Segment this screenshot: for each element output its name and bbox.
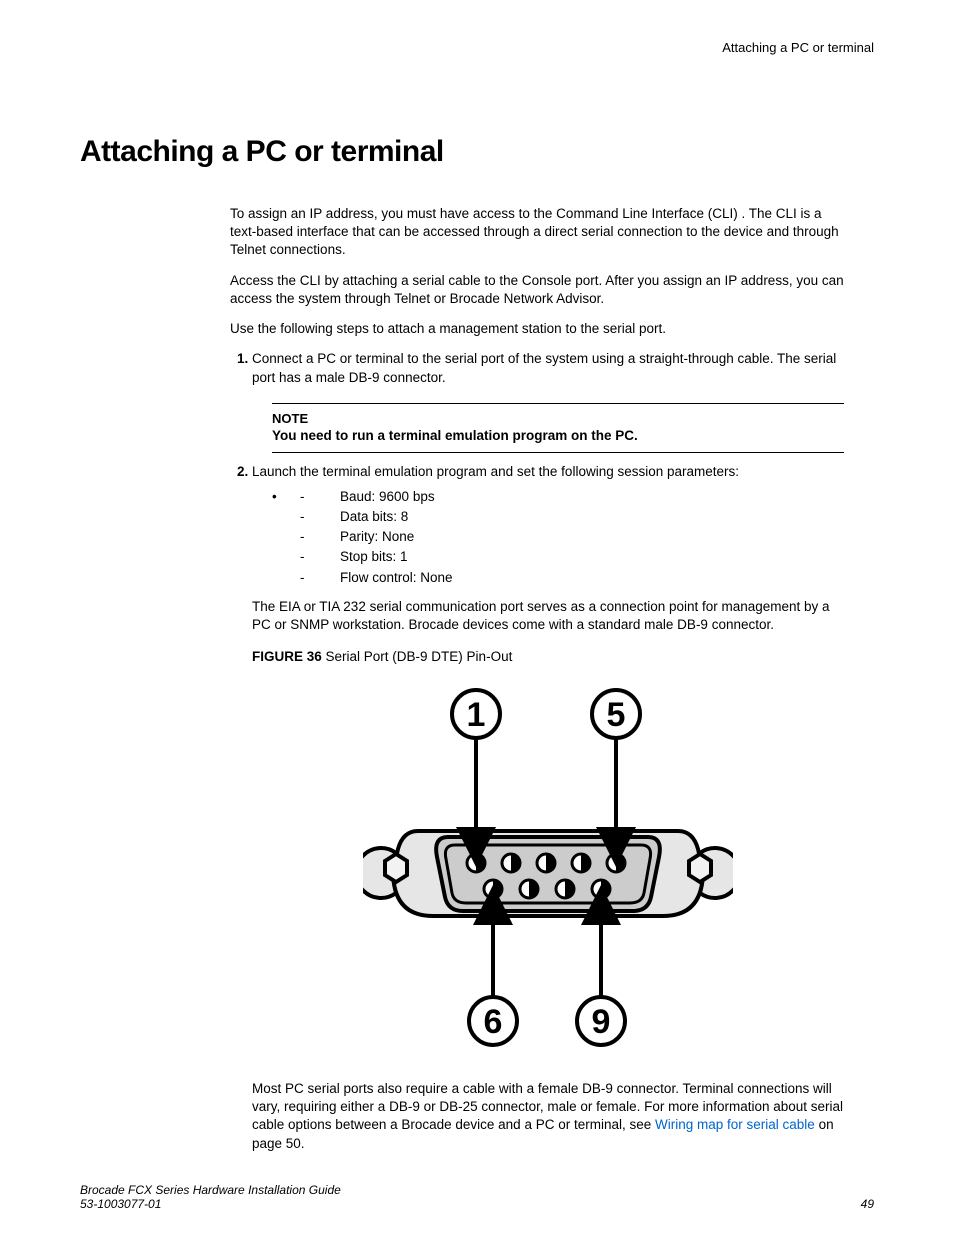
step-1-text: Connect a PC or terminal to the serial p… <box>252 351 836 384</box>
callout-pin-6: 6 <box>484 1003 503 1041</box>
figure-label: FIGURE 36 <box>252 649 326 664</box>
running-header: Attaching a PC or terminal <box>80 40 874 55</box>
dash-icon: - <box>290 487 340 507</box>
step-2-text: Launch the terminal emulation program an… <box>252 464 739 479</box>
footer-left: Brocade FCX Series Hardware Installation… <box>80 1183 341 1211</box>
page-footer: Brocade FCX Series Hardware Installation… <box>80 1183 874 1211</box>
note-label: NOTE <box>272 410 844 428</box>
page-title: Attaching a PC or terminal <box>80 135 874 169</box>
db9-connector-svg: 1 5 6 9 <box>363 681 733 1051</box>
footer-doc-number: 53-1003077-01 <box>80 1197 341 1211</box>
step-1: Connect a PC or terminal to the serial p… <box>252 350 844 452</box>
list-item: - Parity: None <box>272 527 844 547</box>
dash-icon: - <box>290 547 340 567</box>
dash-icon: - <box>290 527 340 547</box>
closing-para: Most PC serial ports also require a cabl… <box>252 1080 844 1153</box>
intro-para-1: To assign an IP address, you must have a… <box>230 205 844 260</box>
param-text: Parity: None <box>340 527 414 547</box>
page-number: 49 <box>861 1197 874 1211</box>
intro-para-3: Use the following steps to attach a mana… <box>230 320 844 338</box>
param-text: Stop bits: 1 <box>340 547 408 567</box>
note-text: You need to run a terminal emulation pro… <box>272 427 844 445</box>
dash-icon: - <box>290 568 340 588</box>
steps-list: Connect a PC or terminal to the serial p… <box>230 350 844 1152</box>
figure-caption: FIGURE 36 Serial Port (DB-9 DTE) Pin-Out <box>252 648 844 666</box>
callout-pin-5: 5 <box>607 696 626 734</box>
footer-doc-title: Brocade FCX Series Hardware Installation… <box>80 1183 341 1197</box>
intro-para-2: Access the CLI by attaching a serial cab… <box>230 272 844 308</box>
wiring-map-link[interactable]: Wiring map for serial cable <box>655 1117 815 1132</box>
list-item: - Flow control: None <box>272 568 844 588</box>
document-page: Attaching a PC or terminal Attaching a P… <box>0 0 954 1235</box>
session-params-list: • - Baud: 9600 bps - Data bits: 8 - Pari… <box>272 487 844 588</box>
list-item: • - Baud: 9600 bps <box>272 487 844 507</box>
param-text: Baud: 9600 bps <box>340 487 435 507</box>
note-block: NOTE You need to run a terminal emulatio… <box>272 403 844 453</box>
param-text: Data bits: 8 <box>340 507 408 527</box>
after-list-para: The EIA or TIA 232 serial communication … <box>252 598 844 634</box>
list-item: - Data bits: 8 <box>272 507 844 527</box>
dash-icon: - <box>290 507 340 527</box>
bullet-icon: • <box>272 487 290 507</box>
callout-pin-1: 1 <box>467 696 486 734</box>
step-2: Launch the terminal emulation program an… <box>252 463 844 1153</box>
callout-pin-9: 9 <box>592 1003 611 1041</box>
body-column: To assign an IP address, you must have a… <box>230 205 844 1153</box>
list-item: - Stop bits: 1 <box>272 547 844 567</box>
param-text: Flow control: None <box>340 568 453 588</box>
figure-caption-text: Serial Port (DB-9 DTE) Pin-Out <box>326 649 513 664</box>
figure-db9-pinout: 1 5 6 9 <box>363 681 733 1056</box>
